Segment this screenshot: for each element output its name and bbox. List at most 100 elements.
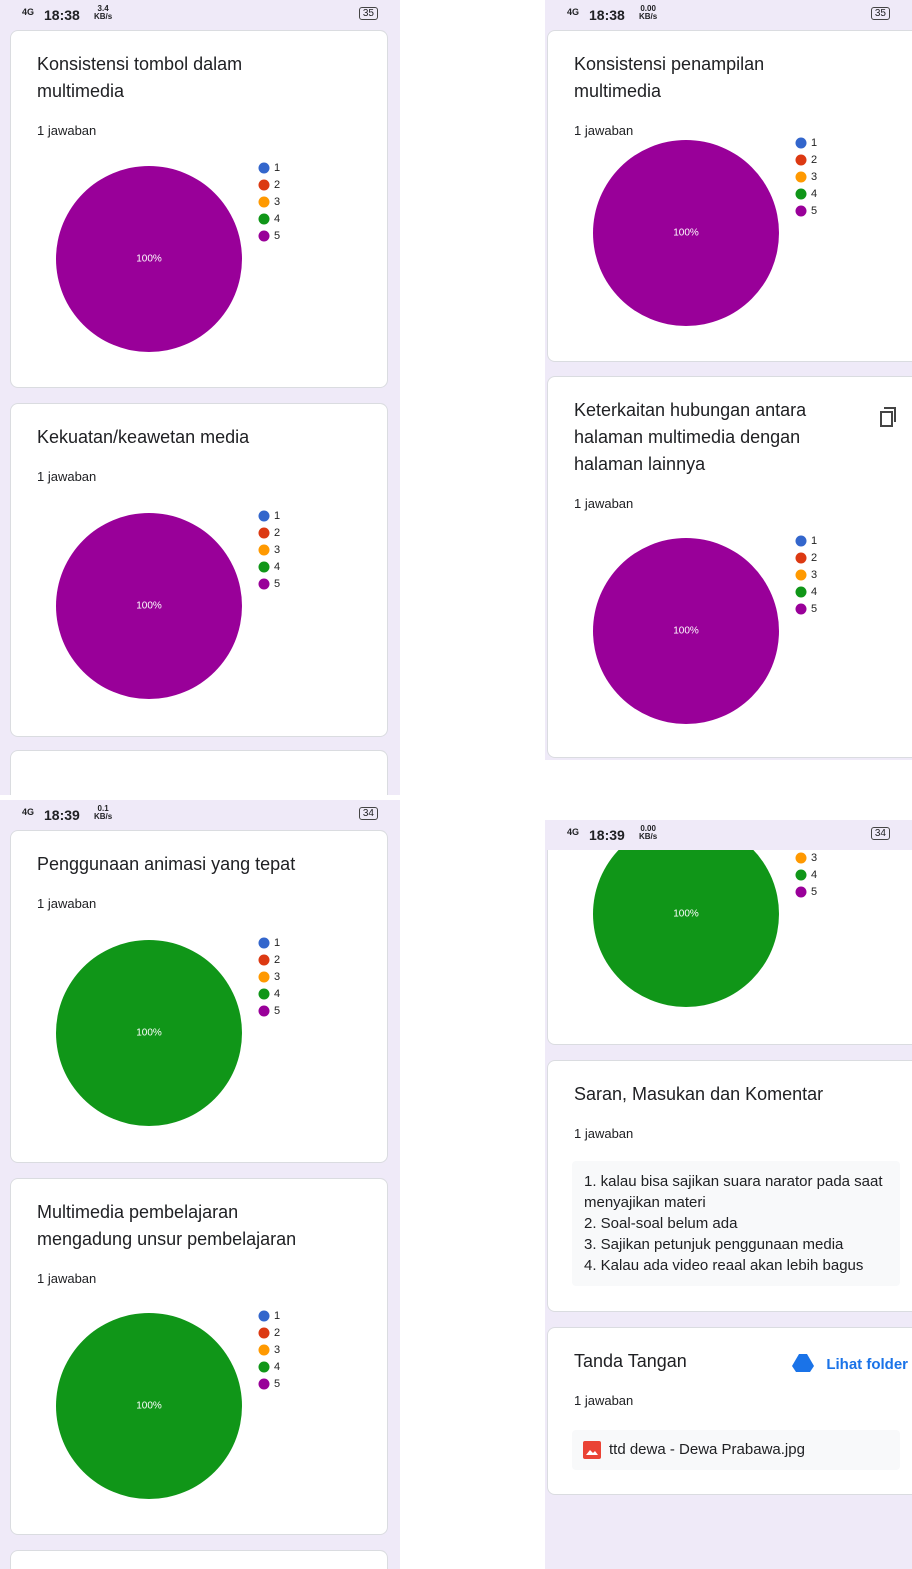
answer-line: 4. Kalau ada video reaal akan lebih bagu… xyxy=(584,1255,888,1276)
legend-swatch xyxy=(259,511,270,522)
screenshot-panel: 4G 18:39 0.1KB/s 34 Penggunaan animasi yang … xyxy=(0,800,400,1569)
status-bar: 4G 18:38 0.00KB/s 35 xyxy=(545,0,912,30)
legend-swatch xyxy=(259,231,270,242)
file-item[interactable]: ttd dewa - Dewa Prabawa.jpg xyxy=(572,1430,900,1470)
speed-unit: KB/s xyxy=(94,13,112,21)
legend-label: 1 xyxy=(274,937,280,949)
legend-label: 2 xyxy=(811,552,817,564)
legend-swatch xyxy=(259,579,270,590)
screenshot-panel: 4G18:380.00KB/s35Konsistensi penampilan … xyxy=(545,0,912,760)
slice-label: 100% xyxy=(136,601,162,612)
response-card: Tanda Tangan1 jawaban Lihat folder ttd dew… xyxy=(547,1327,912,1495)
question-block: Tanda Tangan1 jawaban xyxy=(574,1348,774,1414)
legend-label: 2 xyxy=(811,154,817,166)
legend-swatch xyxy=(259,1311,270,1322)
network-type: 4G xyxy=(567,7,579,17)
legend-label: 3 xyxy=(274,1344,280,1356)
legend-swatch xyxy=(259,197,270,208)
legend-swatch xyxy=(259,562,270,573)
legend-swatch xyxy=(259,955,270,966)
clock: 18:38 xyxy=(589,7,625,23)
response-card: Konsistensi penampilan multimedia1 jawab… xyxy=(547,30,912,362)
response-card: Kekuatan/keawetan media1 jawaban100%1234… xyxy=(10,403,388,737)
legend-swatch xyxy=(259,1379,270,1390)
legend-swatch xyxy=(259,545,270,556)
legend-label: 5 xyxy=(274,230,280,242)
slice-label: 100% xyxy=(136,254,162,265)
legend-swatch xyxy=(259,1006,270,1017)
response-card: 100%345 xyxy=(547,820,912,1045)
network-type: 4G xyxy=(22,807,34,817)
legend-label: 5 xyxy=(274,1005,280,1017)
legend-swatch xyxy=(259,1345,270,1356)
legend-label: 3 xyxy=(274,544,280,556)
battery: 34 xyxy=(359,807,378,820)
folder-link[interactable]: Lihat folder xyxy=(792,1353,908,1373)
legend-label: 3 xyxy=(811,852,817,864)
legend-label: 5 xyxy=(274,1378,280,1390)
pie-chart: 100%12345 xyxy=(11,404,389,738)
card xyxy=(10,1550,388,1569)
legend-label: 3 xyxy=(274,196,280,208)
battery: 35 xyxy=(871,7,890,20)
legend-swatch xyxy=(796,206,807,217)
pie-chart: 100%345 xyxy=(548,821,912,1046)
answer-box: 1. kalau bisa sajikan suara narator pada… xyxy=(572,1161,900,1286)
legend-swatch xyxy=(796,553,807,564)
pie-chart: 100%12345 xyxy=(11,31,389,389)
question-block: Saran, Masukan dan Komentar 1 jawaban xyxy=(574,1081,874,1147)
answer-line: 2. Soal-soal belum ada xyxy=(584,1213,888,1234)
legend-label: 5 xyxy=(811,603,817,615)
card xyxy=(10,750,388,795)
legend-label: 5 xyxy=(811,205,817,217)
legend-label: 3 xyxy=(811,569,817,581)
legend-label: 3 xyxy=(274,971,280,983)
clock: 18:38 xyxy=(44,7,80,23)
legend-swatch xyxy=(796,870,807,881)
net-speed: 0.00KB/s xyxy=(639,825,657,841)
answer-line: 1. kalau bisa sajikan suara narator pada… xyxy=(584,1171,888,1213)
legend-swatch xyxy=(259,989,270,1000)
legend-swatch xyxy=(796,189,807,200)
clock: 18:39 xyxy=(44,807,80,823)
status-bar: 4G18:383.4KB/s35 xyxy=(0,0,400,30)
legend-swatch xyxy=(259,163,270,174)
legend-label: 1 xyxy=(274,510,280,522)
slice-label: 100% xyxy=(136,1401,162,1412)
legend-swatch xyxy=(796,604,807,615)
slice-label: 100% xyxy=(673,626,699,637)
battery: 35 xyxy=(359,7,378,20)
network-type: 4G xyxy=(22,7,34,17)
pie-chart: 100% 1 2 3 4 5 xyxy=(548,377,912,759)
slice-label: 100% xyxy=(136,1028,162,1039)
file-name: ttd dewa - Dewa Prabawa.jpg xyxy=(609,1441,805,1458)
response-count: 1 jawaban xyxy=(574,1120,874,1147)
legend-label: 1 xyxy=(274,1310,280,1322)
legend-label: 1 xyxy=(811,137,817,149)
legend-swatch xyxy=(796,138,807,149)
response-card: Multimedia pembelajaran mengadung unsur … xyxy=(10,1178,388,1535)
speed-unit: KB/s xyxy=(639,13,657,21)
legend-swatch xyxy=(796,172,807,183)
legend-swatch xyxy=(259,938,270,949)
response-card: Saran, Masukan dan Komentar 1 jawaban 1. k… xyxy=(547,1060,912,1312)
response-card: Konsistensi tombol dalam multimedia1 jaw… xyxy=(10,30,388,388)
image-glyph xyxy=(583,1441,601,1459)
legend-label: 4 xyxy=(811,188,817,200)
legend-label: 4 xyxy=(274,561,280,573)
answer-line: 3. Sajikan petunjuk penggunaan media xyxy=(584,1234,888,1255)
legend-label: 4 xyxy=(811,586,817,598)
net-speed: 0.1KB/s xyxy=(94,805,112,821)
legend-label: 4 xyxy=(274,213,280,225)
legend-label: 1 xyxy=(811,535,817,547)
question-title: Saran, Masukan dan Komentar xyxy=(574,1081,874,1108)
legend-swatch xyxy=(259,1362,270,1373)
pie-chart: 100%12345 xyxy=(11,1179,389,1536)
response-card: Keterkaitan hubungan antara halaman mult… xyxy=(547,376,912,758)
